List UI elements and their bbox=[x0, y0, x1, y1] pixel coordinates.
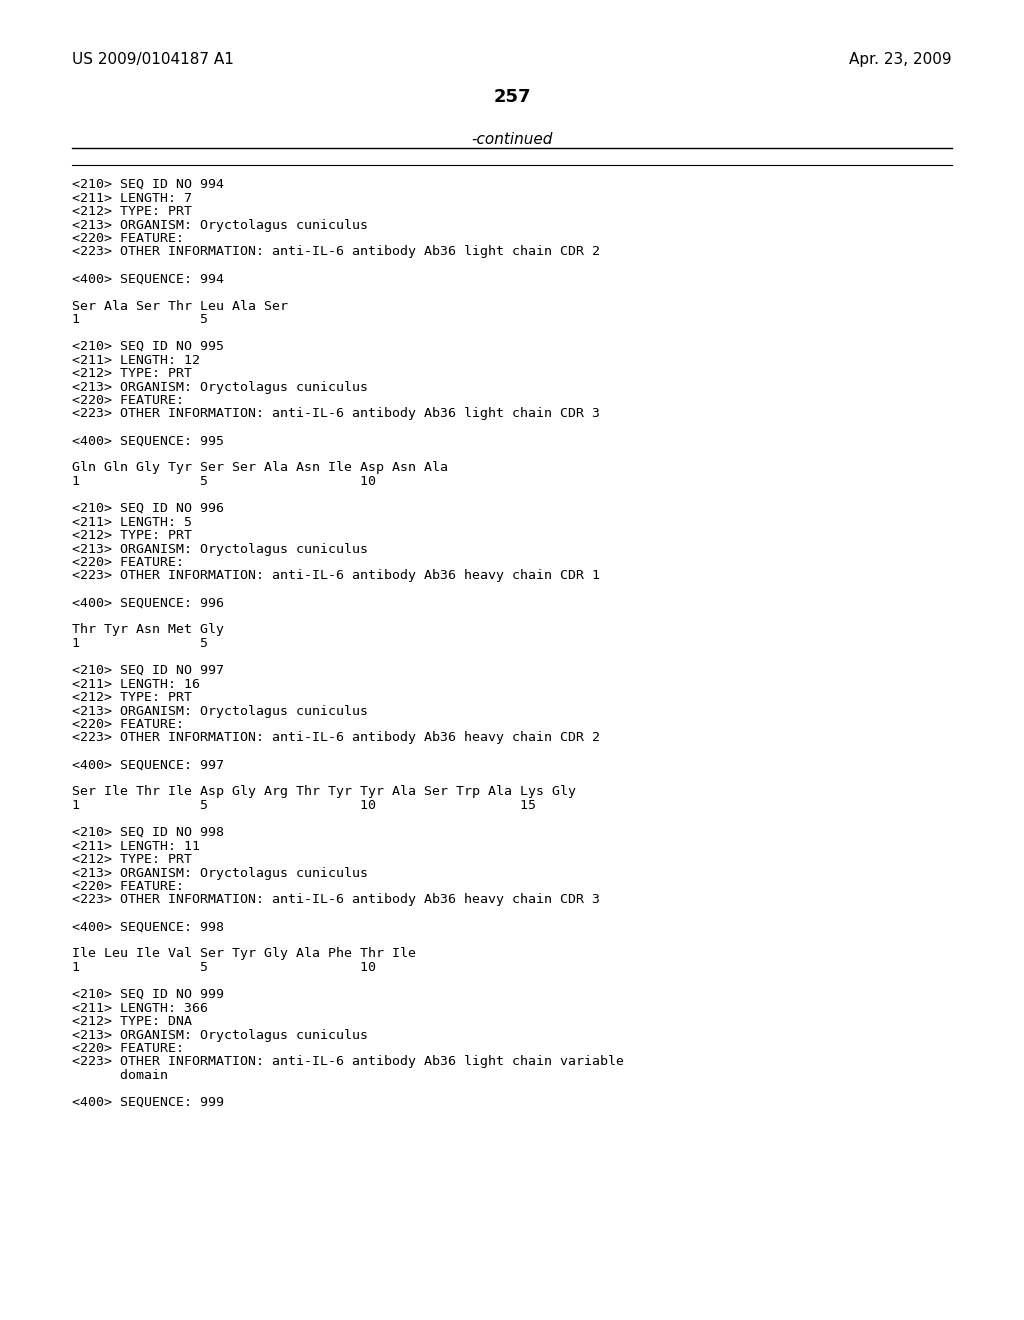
Text: 1               5                   10: 1 5 10 bbox=[72, 475, 376, 488]
Text: <211> LENGTH: 5: <211> LENGTH: 5 bbox=[72, 516, 193, 528]
Text: Ile Leu Ile Val Ser Tyr Gly Ala Phe Thr Ile: Ile Leu Ile Val Ser Tyr Gly Ala Phe Thr … bbox=[72, 948, 416, 961]
Text: domain: domain bbox=[72, 1069, 168, 1082]
Text: <400> SEQUENCE: 995: <400> SEQUENCE: 995 bbox=[72, 434, 224, 447]
Text: <211> LENGTH: 12: <211> LENGTH: 12 bbox=[72, 354, 200, 367]
Text: 1               5: 1 5 bbox=[72, 638, 208, 649]
Text: Apr. 23, 2009: Apr. 23, 2009 bbox=[849, 51, 952, 67]
Text: <212> TYPE: DNA: <212> TYPE: DNA bbox=[72, 1015, 193, 1028]
Text: <220> FEATURE:: <220> FEATURE: bbox=[72, 718, 184, 731]
Text: <211> LENGTH: 16: <211> LENGTH: 16 bbox=[72, 677, 200, 690]
Text: <213> ORGANISM: Oryctolagus cuniculus: <213> ORGANISM: Oryctolagus cuniculus bbox=[72, 705, 368, 718]
Text: <210> SEQ ID NO 998: <210> SEQ ID NO 998 bbox=[72, 826, 224, 840]
Text: 1               5: 1 5 bbox=[72, 313, 208, 326]
Text: -continued: -continued bbox=[471, 132, 553, 147]
Text: Gln Gln Gly Tyr Ser Ser Ala Asn Ile Asp Asn Ala: Gln Gln Gly Tyr Ser Ser Ala Asn Ile Asp … bbox=[72, 462, 449, 474]
Text: <223> OTHER INFORMATION: anti-IL-6 antibody Ab36 light chain CDR 3: <223> OTHER INFORMATION: anti-IL-6 antib… bbox=[72, 408, 600, 421]
Text: <223> OTHER INFORMATION: anti-IL-6 antibody Ab36 heavy chain CDR 3: <223> OTHER INFORMATION: anti-IL-6 antib… bbox=[72, 894, 600, 907]
Text: <400> SEQUENCE: 996: <400> SEQUENCE: 996 bbox=[72, 597, 224, 610]
Text: <220> FEATURE:: <220> FEATURE: bbox=[72, 880, 184, 894]
Text: <213> ORGANISM: Oryctolagus cuniculus: <213> ORGANISM: Oryctolagus cuniculus bbox=[72, 380, 368, 393]
Text: <212> TYPE: PRT: <212> TYPE: PRT bbox=[72, 529, 193, 543]
Text: <211> LENGTH: 11: <211> LENGTH: 11 bbox=[72, 840, 200, 853]
Text: <223> OTHER INFORMATION: anti-IL-6 antibody Ab36 light chain variable: <223> OTHER INFORMATION: anti-IL-6 antib… bbox=[72, 1056, 624, 1068]
Text: <211> LENGTH: 366: <211> LENGTH: 366 bbox=[72, 1002, 208, 1015]
Text: <212> TYPE: PRT: <212> TYPE: PRT bbox=[72, 367, 193, 380]
Text: <213> ORGANISM: Oryctolagus cuniculus: <213> ORGANISM: Oryctolagus cuniculus bbox=[72, 543, 368, 556]
Text: 257: 257 bbox=[494, 88, 530, 106]
Text: <400> SEQUENCE: 994: <400> SEQUENCE: 994 bbox=[72, 272, 224, 285]
Text: <400> SEQUENCE: 998: <400> SEQUENCE: 998 bbox=[72, 920, 224, 933]
Text: <400> SEQUENCE: 997: <400> SEQUENCE: 997 bbox=[72, 759, 224, 771]
Text: <223> OTHER INFORMATION: anti-IL-6 antibody Ab36 heavy chain CDR 1: <223> OTHER INFORMATION: anti-IL-6 antib… bbox=[72, 569, 600, 582]
Text: <213> ORGANISM: Oryctolagus cuniculus: <213> ORGANISM: Oryctolagus cuniculus bbox=[72, 866, 368, 879]
Text: Thr Tyr Asn Met Gly: Thr Tyr Asn Met Gly bbox=[72, 623, 224, 636]
Text: <212> TYPE: PRT: <212> TYPE: PRT bbox=[72, 853, 193, 866]
Text: <220> FEATURE:: <220> FEATURE: bbox=[72, 232, 184, 246]
Text: <210> SEQ ID NO 995: <210> SEQ ID NO 995 bbox=[72, 341, 224, 352]
Text: <400> SEQUENCE: 999: <400> SEQUENCE: 999 bbox=[72, 1096, 224, 1109]
Text: <213> ORGANISM: Oryctolagus cuniculus: <213> ORGANISM: Oryctolagus cuniculus bbox=[72, 1028, 368, 1041]
Text: <210> SEQ ID NO 997: <210> SEQ ID NO 997 bbox=[72, 664, 224, 677]
Text: <220> FEATURE:: <220> FEATURE: bbox=[72, 393, 184, 407]
Text: <212> TYPE: PRT: <212> TYPE: PRT bbox=[72, 690, 193, 704]
Text: <220> FEATURE:: <220> FEATURE: bbox=[72, 556, 184, 569]
Text: US 2009/0104187 A1: US 2009/0104187 A1 bbox=[72, 51, 233, 67]
Text: <220> FEATURE:: <220> FEATURE: bbox=[72, 1041, 184, 1055]
Text: Ser Ile Thr Ile Asp Gly Arg Thr Tyr Tyr Ala Ser Trp Ala Lys Gly: Ser Ile Thr Ile Asp Gly Arg Thr Tyr Tyr … bbox=[72, 785, 575, 799]
Text: <223> OTHER INFORMATION: anti-IL-6 antibody Ab36 light chain CDR 2: <223> OTHER INFORMATION: anti-IL-6 antib… bbox=[72, 246, 600, 259]
Text: 1               5                   10                  15: 1 5 10 15 bbox=[72, 799, 536, 812]
Text: <211> LENGTH: 7: <211> LENGTH: 7 bbox=[72, 191, 193, 205]
Text: 1               5                   10: 1 5 10 bbox=[72, 961, 376, 974]
Text: <210> SEQ ID NO 994: <210> SEQ ID NO 994 bbox=[72, 178, 224, 191]
Text: <210> SEQ ID NO 999: <210> SEQ ID NO 999 bbox=[72, 987, 224, 1001]
Text: <212> TYPE: PRT: <212> TYPE: PRT bbox=[72, 205, 193, 218]
Text: Ser Ala Ser Thr Leu Ala Ser: Ser Ala Ser Thr Leu Ala Ser bbox=[72, 300, 288, 313]
Text: <223> OTHER INFORMATION: anti-IL-6 antibody Ab36 heavy chain CDR 2: <223> OTHER INFORMATION: anti-IL-6 antib… bbox=[72, 731, 600, 744]
Text: <210> SEQ ID NO 996: <210> SEQ ID NO 996 bbox=[72, 502, 224, 515]
Text: <213> ORGANISM: Oryctolagus cuniculus: <213> ORGANISM: Oryctolagus cuniculus bbox=[72, 219, 368, 231]
